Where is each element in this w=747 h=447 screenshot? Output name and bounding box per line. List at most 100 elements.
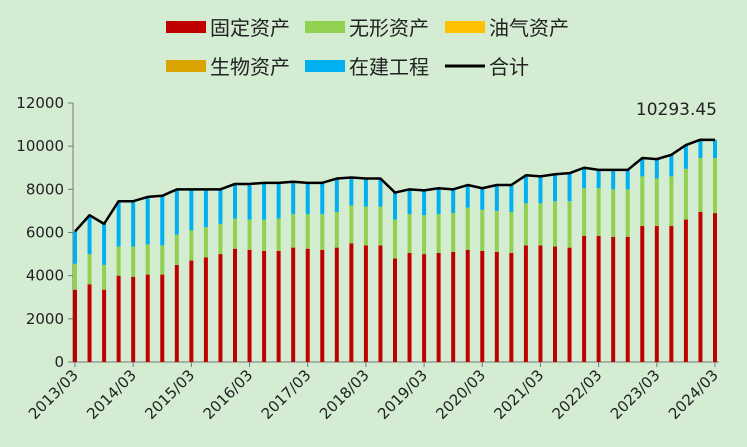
bar-segment-2: [247, 219, 252, 250]
legend-label: 生物资产: [210, 55, 290, 79]
legend-item-4: 生物资产: [166, 55, 290, 79]
x-tick-label: 2019/03: [374, 366, 431, 423]
bar-segment-5: [553, 174, 557, 202]
x-tick-label: 2014/03: [83, 366, 140, 423]
bar-segment-5: [262, 182, 267, 220]
bar-segment-2: [363, 206, 368, 246]
bar-segment-5: [713, 139, 717, 159]
bar-segment-2: [116, 246, 121, 276]
bar-segment-1: [669, 226, 674, 362]
bar-segment-5: [203, 189, 208, 228]
bar-segment-1: [363, 245, 368, 362]
legend-item-1: 固定资产: [166, 16, 290, 40]
bar-segment-1: [87, 284, 92, 362]
bar-segment-5: [145, 196, 150, 245]
bar-segment-2: [174, 234, 179, 265]
bar-segment-5: [654, 159, 659, 179]
bar-segment-5: [596, 169, 601, 189]
bar-segment-5: [131, 201, 136, 247]
legend-swatch: [305, 21, 345, 33]
bar-segment-5: [160, 195, 165, 246]
bar-segment-2: [349, 205, 354, 244]
bar-segment-1: [407, 253, 412, 362]
bar-segment-2: [276, 218, 281, 251]
legend-label: 合计: [489, 55, 529, 79]
x-tick-label: 2020/03: [432, 366, 489, 423]
legend-swatch: [445, 21, 485, 33]
bar-segment-1: [102, 289, 107, 362]
legend-item-3: 油气资产: [445, 16, 569, 40]
bar-segment-2: [538, 203, 543, 246]
bar-segment-2: [582, 188, 587, 236]
bar-segment-1: [713, 213, 717, 362]
bar-segment-5: [233, 183, 237, 219]
bar-segment-2: [407, 214, 412, 254]
bar-segment-2: [73, 263, 77, 290]
bar-segment-2: [131, 246, 136, 277]
x-tick-label: 2024/03: [665, 366, 722, 423]
bar-segment-2: [480, 209, 485, 251]
bar-segment-1: [582, 235, 587, 362]
bar-segment-1: [480, 250, 485, 362]
bar-segment-1: [393, 258, 397, 362]
bar-segment-2: [422, 215, 427, 255]
y-tick-label: 12000: [16, 94, 64, 112]
bar-segment-5: [422, 190, 427, 216]
bar-segment-2: [567, 201, 572, 248]
bar-segment-2: [378, 206, 383, 246]
bar-segment-1: [654, 226, 659, 362]
x-tick-label: 2017/03: [258, 366, 315, 423]
axes: 0 2000 4000 6000 8000 10000 12000: [16, 94, 719, 371]
bar-segment-1: [567, 247, 572, 362]
bar-segment-1: [262, 250, 267, 362]
bar-segment-1: [349, 243, 354, 362]
bar-segment-1: [305, 248, 310, 362]
bars: [73, 139, 717, 362]
bar-segment-5: [538, 176, 543, 204]
total-line-layer: [74, 138, 716, 233]
bar-segment-5: [116, 201, 121, 247]
bar-segment-1: [145, 274, 150, 362]
y-tick-label: 8000: [26, 180, 64, 198]
bar-segment-2: [262, 219, 267, 251]
bar-segment-2: [509, 211, 514, 254]
bar-segment-5: [349, 177, 354, 206]
bar-segment-5: [363, 178, 368, 207]
bar-segment-5: [102, 223, 107, 265]
y-tick-label: 0: [54, 353, 64, 371]
bar-segment-2: [553, 201, 557, 247]
bar-segment-2: [451, 213, 456, 252]
bar-segment-5: [451, 189, 456, 214]
bar-segment-5: [393, 192, 397, 220]
legend-item-6: 合计: [445, 55, 529, 79]
y-tick-label: 2000: [26, 310, 64, 328]
bar-segment-5: [320, 182, 325, 215]
bar-segment-1: [189, 260, 194, 362]
bar-segment-1: [131, 276, 136, 362]
legend-label: 固定资产: [210, 16, 290, 40]
bar-segment-2: [189, 230, 194, 261]
x-tick-labels: 2013/03 2014/03 2015/03 2016/03 2017/03 2018/…: [25, 362, 722, 423]
bar-segment-1: [698, 211, 703, 362]
legend-item-5: 在建工程: [305, 55, 429, 79]
bar-segment-5: [480, 188, 485, 210]
bar-segment-1: [276, 250, 281, 362]
bar-segment-5: [465, 185, 470, 208]
bar-segment-2: [596, 188, 601, 236]
bar-segment-5: [87, 215, 92, 255]
bar-segment-1: [334, 247, 339, 362]
total-line: [74, 138, 716, 233]
bar-segment-5: [509, 185, 514, 212]
total-value-annotation: 10293.45: [636, 100, 717, 120]
bar-segment-1: [422, 254, 427, 362]
bar-segment-5: [174, 189, 179, 235]
bar-segment-1: [174, 264, 179, 362]
bar-segment-5: [218, 189, 223, 224]
y-tick-label: 6000: [26, 224, 64, 242]
bar-segment-5: [611, 169, 616, 190]
bar-segment-2: [305, 214, 310, 249]
bar-segment-2: [160, 245, 165, 275]
